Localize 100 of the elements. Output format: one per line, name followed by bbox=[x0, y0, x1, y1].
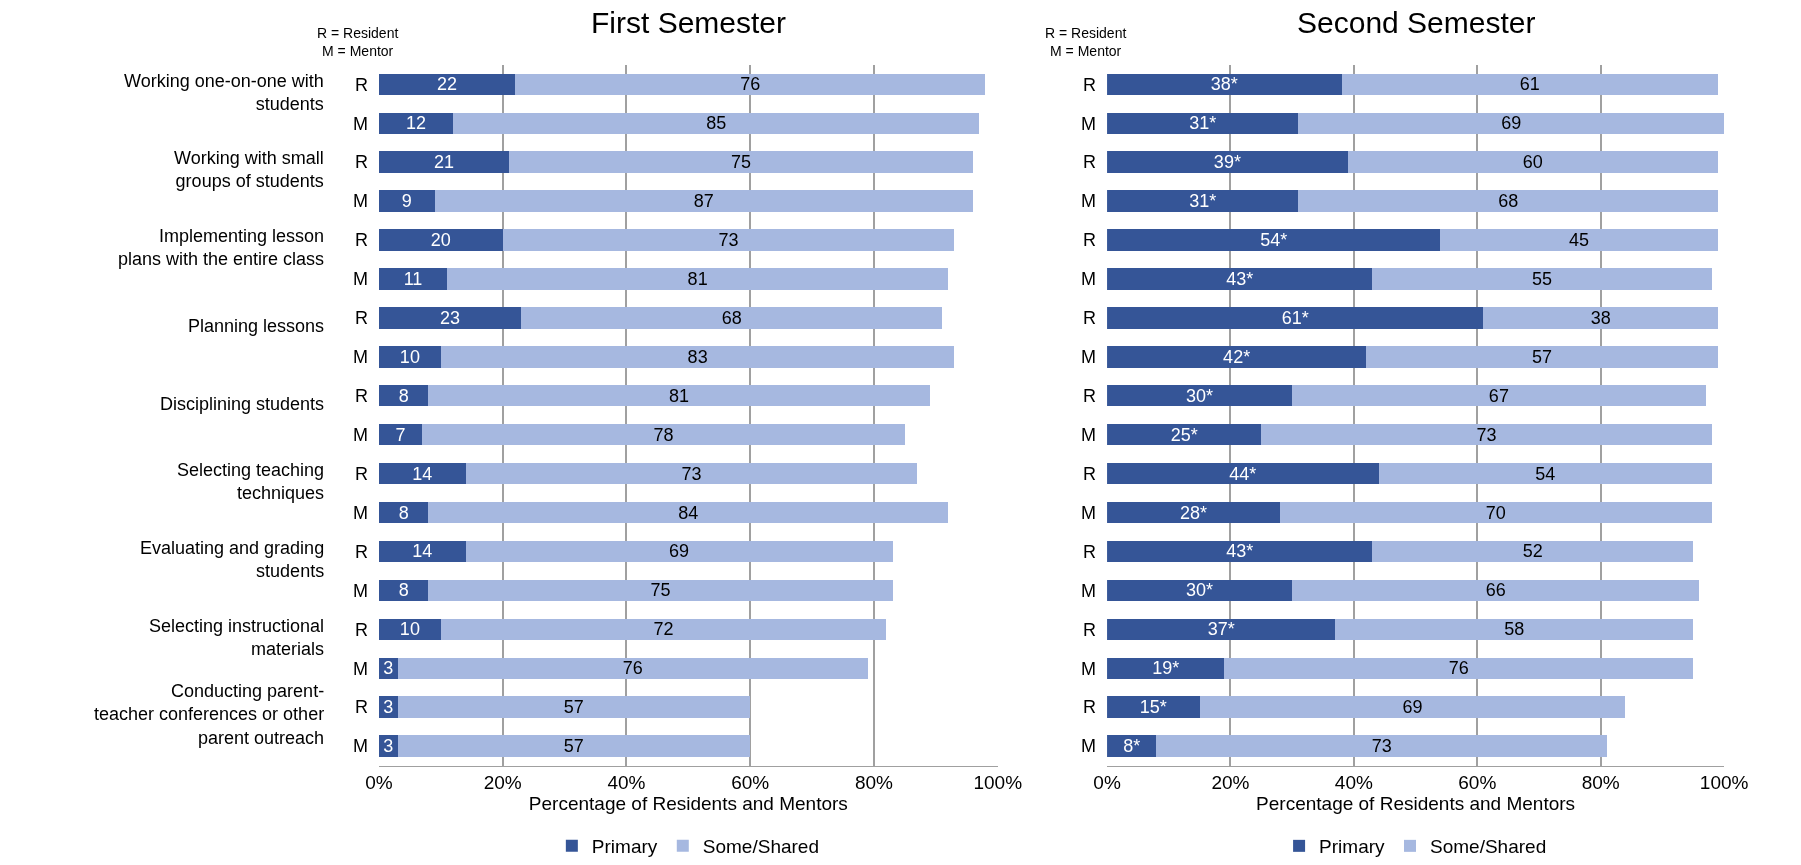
data-label: 66 bbox=[1485, 580, 1506, 601]
y-tick-label: M bbox=[1081, 502, 1097, 523]
legend-label: Primary bbox=[1319, 836, 1386, 858]
data-label: 22 bbox=[437, 74, 458, 95]
data-label: 11 bbox=[403, 268, 423, 289]
data-label: 55 bbox=[1532, 268, 1553, 289]
bar bbox=[428, 385, 930, 407]
bar bbox=[1107, 696, 1200, 718]
data-label: 68 bbox=[1498, 191, 1519, 212]
x-tick-label: 60% bbox=[1458, 772, 1497, 794]
y-tick-label: R bbox=[354, 308, 368, 329]
y-tick-label: M bbox=[352, 736, 368, 757]
y-tick-label: M bbox=[352, 658, 368, 679]
bar bbox=[1378, 462, 1712, 485]
x-tick-label: 20% bbox=[483, 772, 522, 794]
y-tick-label: M bbox=[1081, 658, 1097, 679]
bar bbox=[397, 735, 751, 757]
bar bbox=[465, 540, 893, 563]
data-label: 38 bbox=[1590, 307, 1611, 328]
y-tick-label: R bbox=[354, 152, 368, 173]
data-label: 76 bbox=[622, 658, 643, 679]
text: Selecting teaching techniques bbox=[177, 460, 325, 504]
x-tick-label: 80% bbox=[1581, 772, 1620, 794]
data-label: 38* bbox=[1210, 74, 1238, 95]
data-label: 73 bbox=[681, 463, 702, 484]
bar bbox=[378, 229, 503, 251]
text: Evaluating and grading students bbox=[140, 538, 325, 582]
data-label: 19* bbox=[1152, 658, 1180, 679]
y-tick-label: R bbox=[1083, 697, 1097, 718]
bar bbox=[440, 346, 955, 368]
chart-title: Second Semester bbox=[1297, 6, 1536, 39]
data-label: 12 bbox=[406, 113, 427, 134]
bar bbox=[1372, 268, 1712, 290]
text: R = Resident M = Mentor bbox=[1045, 25, 1127, 60]
data-label: 8 bbox=[398, 502, 409, 523]
text: Disciplining students bbox=[160, 394, 325, 414]
y-tick-label: R bbox=[354, 230, 368, 251]
data-label: 70 bbox=[1485, 502, 1506, 523]
text: R = Resident M = Mentor bbox=[317, 25, 399, 60]
y-tick-label: R bbox=[1083, 230, 1097, 251]
y-tick-label: M bbox=[1081, 424, 1097, 445]
legend-label: Some/Shared bbox=[1430, 836, 1547, 858]
data-label: 61* bbox=[1281, 307, 1309, 328]
text: Working one-on-one with students bbox=[124, 71, 324, 115]
bar bbox=[378, 346, 441, 368]
bar bbox=[1347, 151, 1718, 173]
bar bbox=[1107, 385, 1293, 407]
bar bbox=[1440, 229, 1718, 251]
data-label: 10 bbox=[399, 346, 420, 367]
bar bbox=[1107, 229, 1441, 251]
data-label: 76 bbox=[1448, 658, 1469, 679]
bar bbox=[1107, 618, 1336, 640]
legend-label: Some/Shared bbox=[702, 836, 819, 858]
data-label: 9 bbox=[401, 191, 412, 212]
y-tick-label: R bbox=[1083, 463, 1097, 484]
text: Implementing lesson plans with the entire class bbox=[118, 226, 325, 270]
data-label: 14 bbox=[412, 463, 433, 484]
bar bbox=[1107, 346, 1367, 368]
data-label: 54 bbox=[1535, 463, 1556, 484]
y-tick-label: M bbox=[1081, 191, 1097, 212]
y-tick-label: M bbox=[352, 424, 368, 445]
bar bbox=[1107, 423, 1262, 446]
data-label: 61 bbox=[1519, 74, 1540, 95]
bar bbox=[378, 307, 522, 329]
bar bbox=[1341, 73, 1718, 96]
bar bbox=[508, 151, 973, 173]
bar bbox=[1107, 462, 1379, 485]
data-label: 76 bbox=[740, 74, 761, 95]
x-tick-label: 40% bbox=[1334, 772, 1373, 794]
y-tick-label: R bbox=[1083, 386, 1097, 407]
bar bbox=[1335, 618, 1694, 640]
data-label: 3 bbox=[383, 736, 394, 757]
bar bbox=[1199, 696, 1626, 718]
data-label: 31* bbox=[1189, 191, 1217, 212]
y-tick-label: R bbox=[1083, 74, 1097, 95]
x-tick-label: 60% bbox=[731, 772, 770, 794]
x-tick-label: 100% bbox=[973, 772, 1023, 794]
data-label: 14 bbox=[412, 541, 433, 562]
y-tick-label: M bbox=[1081, 269, 1097, 290]
data-label: 10 bbox=[399, 619, 420, 640]
bar bbox=[378, 540, 466, 563]
bar bbox=[447, 268, 949, 290]
data-label: 69 bbox=[669, 541, 690, 562]
bar bbox=[1366, 346, 1718, 368]
data-label: 73 bbox=[718, 230, 739, 251]
bar bbox=[434, 190, 973, 212]
y-tick-label: R bbox=[354, 74, 368, 95]
data-label: 31* bbox=[1189, 113, 1217, 134]
data-label: 73 bbox=[1476, 424, 1497, 445]
text: Selecting instructional materials bbox=[149, 616, 325, 660]
bar bbox=[1107, 73, 1342, 96]
bar bbox=[1107, 501, 1280, 524]
y-tick-label: M bbox=[352, 347, 368, 368]
data-label: 21 bbox=[433, 152, 454, 173]
bar bbox=[428, 501, 949, 524]
bar bbox=[1107, 657, 1225, 679]
data-label: 7 bbox=[395, 424, 406, 445]
y-tick-label: M bbox=[352, 580, 368, 601]
data-label: 30* bbox=[1186, 580, 1214, 601]
data-label: 69 bbox=[1402, 697, 1423, 718]
